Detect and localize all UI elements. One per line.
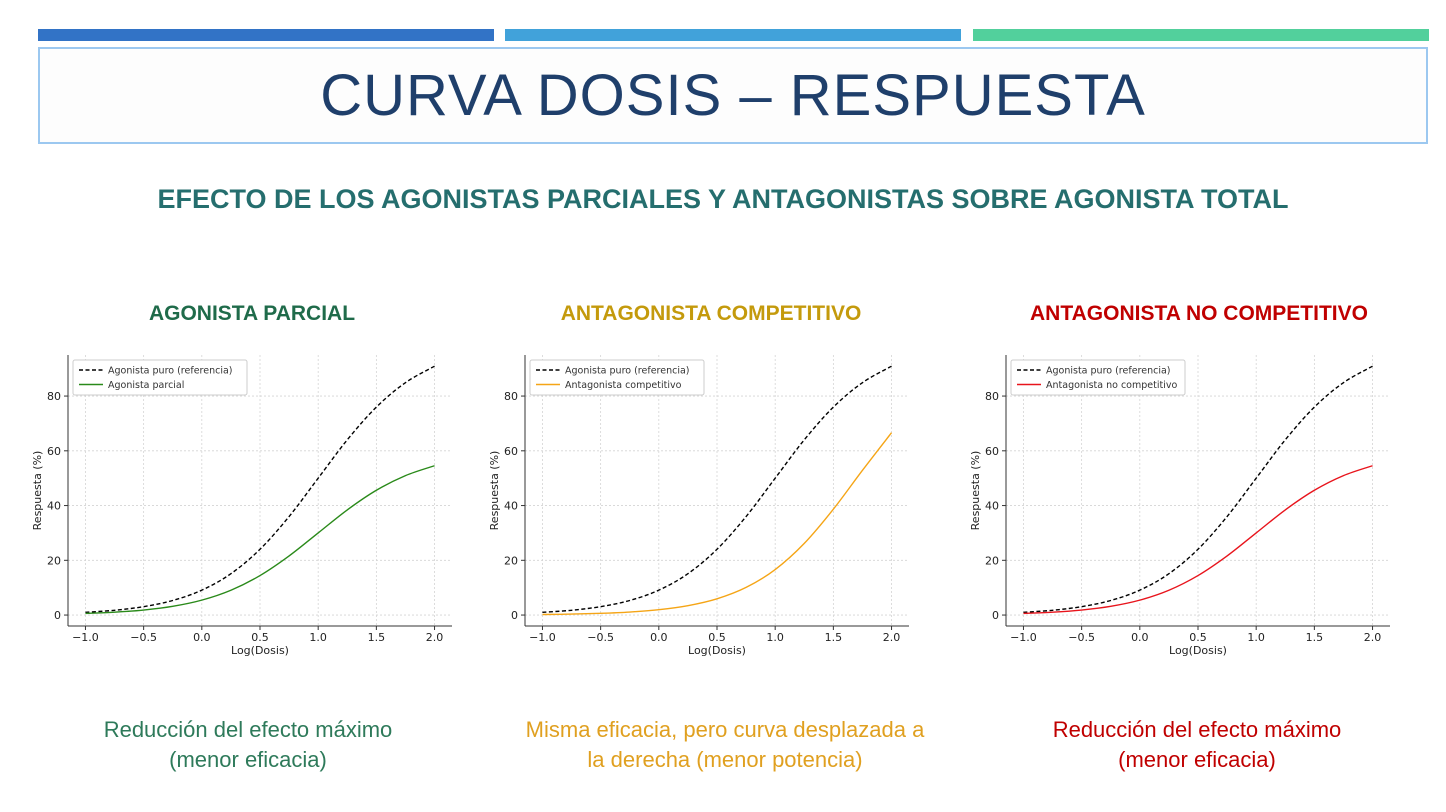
y-tick-label: 40 [47, 500, 61, 513]
x-tick-label: 2.0 [883, 631, 901, 644]
x-tick-label: −0.5 [1068, 631, 1095, 644]
legend-label: Agonista puro (referencia) [108, 366, 233, 377]
x-tick-label: −1.0 [72, 631, 99, 644]
legend: Agonista puro (referencia) Antagonista co… [529, 359, 705, 396]
legend-label: Antagonista competitivo [565, 380, 682, 391]
x-axis-label: Log(Dosis) [231, 644, 289, 657]
x-tick-label: 2.0 [1364, 631, 1382, 644]
x-tick-label: 1.0 [1247, 631, 1265, 644]
chart-agonista-parcial: −1.0 −0.5 0.0 0.5 1.0 1.5 2.0 0 20 40 60 80 Log(Dosi… [31, 355, 452, 657]
x-tick-label: 0.5 [708, 631, 726, 644]
x-tick-label: 1.5 [1306, 631, 1324, 644]
y-tick-label: 80 [504, 390, 518, 403]
x-axis-label: Log(Dosis) [1169, 644, 1227, 657]
y-tick-label: 20 [985, 554, 999, 567]
legend-label: Agonista parcial [108, 380, 184, 391]
x-axis-label: Log(Dosis) [688, 644, 746, 657]
y-tick-label: 60 [985, 445, 999, 458]
y-tick-label: 0 [511, 609, 518, 622]
caption-antagonista-competitivo: Misma eficacia, pero curva desplazada a … [485, 715, 965, 775]
series-line-comparison [85, 465, 435, 615]
series-line-comparison [1023, 465, 1373, 615]
legend-box [1010, 359, 1186, 396]
caption-line: (menor eficacia) [169, 747, 327, 772]
legend: Agonista puro (referencia) Antagonista no… [1010, 359, 1186, 396]
title-box: CURVA DOSIS – RESPUESTA [38, 47, 1428, 144]
caption-line: Reducción del efecto máximo [1052, 717, 1342, 742]
x-tick-label: 0.0 [650, 631, 668, 644]
series-line-reference [1023, 365, 1373, 614]
y-tick-label: 40 [504, 500, 518, 513]
legend: Agonista puro (referencia) Agonista parci… [72, 359, 248, 396]
y-tick-label: 40 [985, 500, 999, 513]
x-tick-label: −0.5 [130, 631, 157, 644]
x-tick-label: 2.0 [426, 631, 444, 644]
subtitle: EFECTO DE LOS AGONISTAS PARCIALES Y ANTA… [157, 184, 1289, 214]
chart-antagonista-competitivo: −1.0 −0.5 0.0 0.5 1.0 1.5 2.0 0 20 40 60 80 Log(Dosi… [488, 355, 909, 657]
caption-line: Misma eficacia, pero curva desplazada a [525, 717, 925, 742]
legend-label: Antagonista no competitivo [1046, 380, 1177, 391]
accent-bar-1 [38, 29, 494, 41]
y-tick-label: 60 [47, 445, 61, 458]
legend-box [72, 359, 248, 396]
caption-line: (menor eficacia) [1118, 747, 1276, 772]
accent-bar-2 [505, 29, 961, 41]
caption-agonista-parcial: Reducción del efecto máximo (menor efica… [8, 715, 488, 775]
x-tick-label: 1.5 [368, 631, 386, 644]
y-axis-label: Respuesta (%) [488, 451, 501, 531]
y-axis-label: Respuesta (%) [31, 451, 44, 531]
series-line-reference [85, 365, 435, 614]
panel-title-agonista-parcial: AGONISTA PARCIAL [148, 302, 356, 325]
y-tick-label: 20 [47, 554, 61, 567]
legend-label: Agonista puro (referencia) [1046, 366, 1171, 377]
x-tick-label: 1.0 [309, 631, 327, 644]
caption-line: Reducción del efecto máximo [103, 717, 393, 742]
caption-line: la derecha (menor potencia) [587, 747, 863, 772]
x-tick-label: −0.5 [587, 631, 614, 644]
y-axis-label: Respuesta (%) [969, 451, 982, 531]
y-tick-label: 80 [47, 390, 61, 403]
y-tick-label: 60 [504, 445, 518, 458]
series-line-reference [542, 365, 892, 614]
x-tick-label: 0.0 [193, 631, 211, 644]
x-tick-label: 1.5 [825, 631, 843, 644]
page-title: CURVA DOSIS – RESPUESTA [320, 63, 1146, 128]
x-tick-label: 0.5 [1189, 631, 1207, 644]
x-tick-label: −1.0 [1010, 631, 1037, 644]
panel-title-antagonista-competitivo: ANTAGONISTA COMPETITIVO [560, 302, 862, 325]
x-tick-label: −1.0 [529, 631, 556, 644]
chart-antagonista-no-competitivo: −1.0 −0.5 0.0 0.5 1.0 1.5 2.0 0 20 40 60 80 Log(Dosi… [969, 355, 1390, 657]
y-tick-label: 0 [54, 609, 61, 622]
legend-label: Agonista puro (referencia) [565, 366, 690, 377]
x-tick-label: 0.5 [251, 631, 269, 644]
panel-title-antagonista-no-competitivo: ANTAGONISTA NO COMPETITIVO [1030, 302, 1368, 325]
y-tick-label: 80 [985, 390, 999, 403]
caption-antagonista-no-competitivo: Reducción del efecto máximo (menor efica… [957, 715, 1437, 775]
y-tick-label: 0 [992, 609, 999, 622]
x-tick-label: 1.0 [766, 631, 784, 644]
y-tick-label: 20 [504, 554, 518, 567]
series-line-comparison [542, 432, 893, 616]
accent-bar-3 [973, 29, 1429, 41]
legend-box [529, 359, 705, 396]
x-tick-label: 0.0 [1131, 631, 1149, 644]
